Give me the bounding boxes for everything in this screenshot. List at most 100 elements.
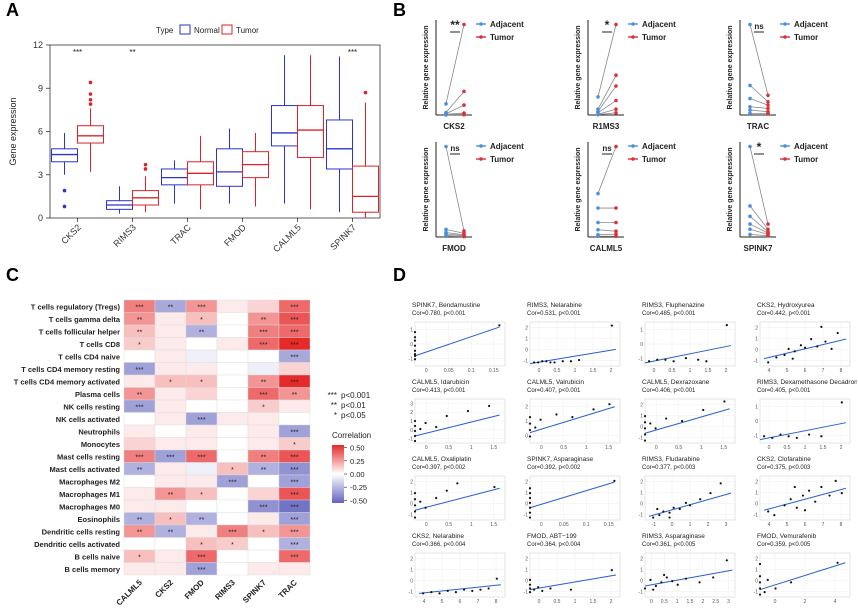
heatmap-star: *** [290,329,298,336]
pair-plot-cks2: Relative gene expression CKS2 ** Adjacent Tu… [423,18,524,131]
heatmap-star: *** [290,317,298,324]
adjacent-point [596,227,600,232]
tumor-point [766,227,770,232]
sig-legend-stars: *** [328,391,337,400]
tumor-box [77,125,104,144]
heatmap-cell [216,349,249,363]
y-tick-label: 2 [410,410,413,416]
scatter-point [709,492,712,495]
scatter-point [479,588,482,591]
x-tick-label: 3 [727,599,730,605]
scatter-plot: RIMS3, Dexamethasone Decadron Cor=0.405, … [754,379,857,451]
pair-line [597,85,617,112]
scatter-point [413,339,417,342]
y-tick-label: -1 [639,357,644,363]
x-tick-label: 4 [768,368,771,374]
pair-line [749,205,769,230]
scatter-point [413,353,417,356]
scatter-point [413,344,417,347]
y-tick-label: 1 [640,414,643,420]
heatmap-star: ** [137,467,143,474]
scatter-point [836,331,839,335]
scatter-point [528,428,532,432]
scatter-stat: Cor=0.364, p<0.004 [527,542,581,548]
heatmap-cell [154,349,187,363]
scatter-point [413,434,417,438]
y-tick-label: 2 [525,404,528,410]
colorbar [332,445,344,503]
tumor-point [614,144,618,149]
adjacent-point [748,83,752,88]
x-tick-label: 0 [768,445,771,451]
y-tick-label: 1 [755,491,758,497]
y-tick-label: 1 [410,568,413,574]
heatmap-star: ** [261,317,267,324]
scatter-point [413,354,417,357]
scatter-point [413,516,417,519]
adjacent-point [748,222,752,226]
pair-line [445,104,465,115]
heatmap-cell [123,499,156,513]
heatmap-star: ** [199,329,205,336]
colorbar-tick-label: -0.50 [350,496,367,505]
normal-outlier [62,204,67,209]
scatter-title: CALML5, Idarubicin [412,379,469,386]
tumor-point [462,234,466,239]
heatmap-col-label: RIMS3 [213,578,237,602]
legend-tumor-label: Tumor [794,155,818,164]
tumor-point [766,100,770,104]
scatter-point [446,589,449,592]
tumor-point [766,106,770,111]
scatter-point [569,360,573,363]
heatmap-star: *** [290,479,298,486]
scatter-plot: RIMS3, Asparaginase Cor=0.361, p<0.005 2 1 0… [639,533,736,605]
pair-line [749,234,769,237]
scatter-point [758,581,762,584]
scatter-point [445,414,448,418]
y-tick-label: 0 [525,348,528,354]
heatmap-star: * [231,542,234,549]
boxplot-panel-a: 0 3 6 9 12 Gene expression Type Normal Tumor CKS2… [8,24,381,254]
y-tick-label: -1 [409,590,414,596]
y-tick-label: 1 [640,491,643,497]
y-tick-label: 1 [525,337,528,343]
gene-label: FMOD [442,244,466,253]
x-tick-label: 0.5 [560,445,567,451]
heatmap-cell [154,387,187,401]
y-tick-label: 2 [525,480,528,486]
heatmap-star: *** [135,367,143,374]
heatmap-cell [216,437,249,451]
scatter-point [466,409,470,413]
y-tick-label: 1 [525,419,528,425]
heatmap-cell [154,362,187,376]
legend-tumor-marker [479,157,483,161]
y-tick-label: 0 [640,425,643,431]
scatter-plot: CALML5, Valrubicin Cor=0.407, p<0.001 2 1 0 0… [525,379,621,451]
tumor-outlier [88,92,93,96]
tumor-point [614,22,618,27]
scatter-point [789,498,792,501]
scatter-title: CALML5, Oxaliplatin [412,456,472,463]
scatter-point [767,510,770,513]
heatmap-star: *** [290,529,298,536]
scatter-point [783,504,786,507]
scatter-point [684,357,688,360]
scatter-point [654,584,658,588]
legend-adjacent-marker [783,144,787,148]
scatter-stat: Cor=0.375, p<0.003 [757,465,811,471]
normal-box [161,168,188,186]
scatter-point [528,501,532,504]
scatter-title: FMOD, ABT−199 [527,533,577,540]
tumor-point [462,22,466,27]
scatter-point [424,506,427,509]
y-tick-label: 1 [525,491,528,497]
scatter-point [672,360,675,363]
heatmap-cell [216,374,249,388]
scatter-point [699,498,702,501]
heatmap-row-label: Eosinophils [77,515,120,524]
y-tick-label: 0 [755,579,758,585]
heatmap-cell [247,349,280,363]
significance-label: *** [348,48,357,57]
heatmap-cell [216,312,249,326]
x-tick-label: CKS2 [59,222,83,246]
